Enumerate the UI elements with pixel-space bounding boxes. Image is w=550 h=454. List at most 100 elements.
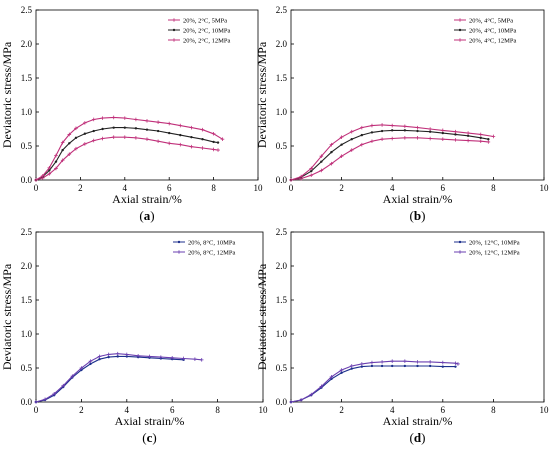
- data-point: [92, 129, 95, 133]
- y-tick-label: 0.0: [21, 175, 33, 185]
- data-point: [370, 131, 374, 134]
- data-point: [428, 127, 432, 131]
- data-point: [88, 359, 93, 363]
- panel-label-close: ): [421, 430, 425, 445]
- data-point: [190, 135, 193, 139]
- data-point: [370, 123, 374, 128]
- data-point: [106, 352, 111, 357]
- data-point: [403, 136, 407, 140]
- data-point: [54, 160, 58, 163]
- x-tick-label: 10: [540, 183, 550, 193]
- data-point: [486, 140, 491, 144]
- data-point: [101, 127, 104, 131]
- y-tick-label: 1.5: [276, 295, 288, 305]
- y-tick-label: 0.5: [276, 141, 288, 151]
- panel-label-letter: b: [414, 208, 421, 223]
- y-tick-label: 0.5: [21, 363, 33, 373]
- x-tick-label: 6: [441, 405, 446, 415]
- data-point: [212, 140, 215, 144]
- panel-label-letter: d: [414, 430, 422, 445]
- data-point: [466, 131, 470, 135]
- data-point: [390, 136, 394, 141]
- x-tick-label: 4: [125, 405, 130, 415]
- data-point: [47, 172, 52, 176]
- data-point: [123, 116, 127, 120]
- data-point: [380, 360, 384, 364]
- data-point: [487, 138, 490, 141]
- plot-frame: [35, 231, 264, 403]
- data-point: [330, 377, 333, 381]
- panel-label-open: (: [410, 208, 414, 223]
- series-line: [290, 365, 456, 403]
- data-point: [390, 359, 394, 363]
- panel-label-open: (: [142, 430, 146, 445]
- data-point: [201, 138, 204, 141]
- data-point: [309, 392, 314, 397]
- legend-marker: [458, 240, 462, 244]
- data-point: [360, 125, 364, 130]
- series-2: [289, 129, 490, 182]
- series-1: [289, 364, 457, 404]
- y-tick-label: 1.0: [276, 107, 288, 117]
- data-point: [441, 137, 445, 141]
- data-point: [200, 127, 205, 132]
- legend: 20%, 2°C, 5MPa 20%, 2°C, 10MPa 20%, 2°C, 1…: [168, 17, 230, 44]
- data-point: [147, 354, 152, 359]
- x-tick-label: 0: [34, 405, 39, 415]
- plot-frame: [290, 231, 545, 403]
- data-point: [83, 142, 87, 146]
- legend-marker: [172, 28, 176, 32]
- legend-marker: [458, 38, 462, 42]
- x-tick-label: 0: [289, 183, 294, 193]
- data-point: [189, 144, 194, 149]
- y-tick-label: 1.5: [276, 73, 288, 83]
- series-3: [34, 115, 225, 182]
- panel-label-close: ): [150, 208, 154, 223]
- data-point: [67, 132, 72, 137]
- data-point: [454, 365, 457, 368]
- data-point: [116, 355, 119, 358]
- data-point: [289, 178, 293, 182]
- panel-label-letter: a: [144, 208, 151, 223]
- data-point: [159, 355, 163, 359]
- data-point: [112, 126, 115, 129]
- data-point: [491, 134, 496, 139]
- data-point: [403, 124, 407, 129]
- data-point: [380, 123, 384, 127]
- series-line: [35, 355, 184, 403]
- data-point: [299, 174, 303, 179]
- data-point: [415, 136, 420, 140]
- data-point: [123, 126, 127, 129]
- panel-label: (c): [142, 430, 156, 445]
- series-2: [34, 126, 220, 182]
- data-point: [123, 135, 127, 139]
- data-point: [54, 153, 58, 158]
- data-point: [83, 132, 87, 135]
- data-point: [370, 360, 374, 365]
- series-line: [35, 353, 202, 403]
- legend-marker: [458, 18, 462, 22]
- y-axis-label: Deviatoric stress/MPa: [0, 41, 14, 148]
- legend: 20%, 4°C, 5MPa 20%, 4°C, 10MPa 20%, 4°C, 1…: [454, 17, 516, 44]
- data-point: [145, 128, 149, 131]
- plot-frame: [290, 9, 545, 181]
- x-tick-label: 2: [339, 183, 344, 193]
- data-point: [68, 142, 71, 145]
- data-point: [74, 146, 78, 151]
- legend-marker: [172, 18, 176, 22]
- y-axis-label: Deviatoric stress/MPa: [255, 41, 269, 148]
- data-point: [67, 152, 72, 156]
- data-point: [80, 368, 83, 372]
- data-point: [416, 129, 419, 133]
- legend: 20%, 8°C, 10MPa 20%, 8°C, 12MPa: [173, 239, 235, 256]
- data-point: [370, 139, 374, 144]
- y-tick-label: 0.0: [276, 397, 288, 407]
- data-point: [125, 355, 128, 358]
- x-tick-label: 2: [339, 405, 344, 415]
- series-line: [290, 129, 489, 181]
- data-point: [100, 136, 105, 141]
- x-tick-label: 6: [441, 183, 446, 193]
- y-tick-label: 2.5: [276, 5, 288, 15]
- data-point: [403, 129, 407, 132]
